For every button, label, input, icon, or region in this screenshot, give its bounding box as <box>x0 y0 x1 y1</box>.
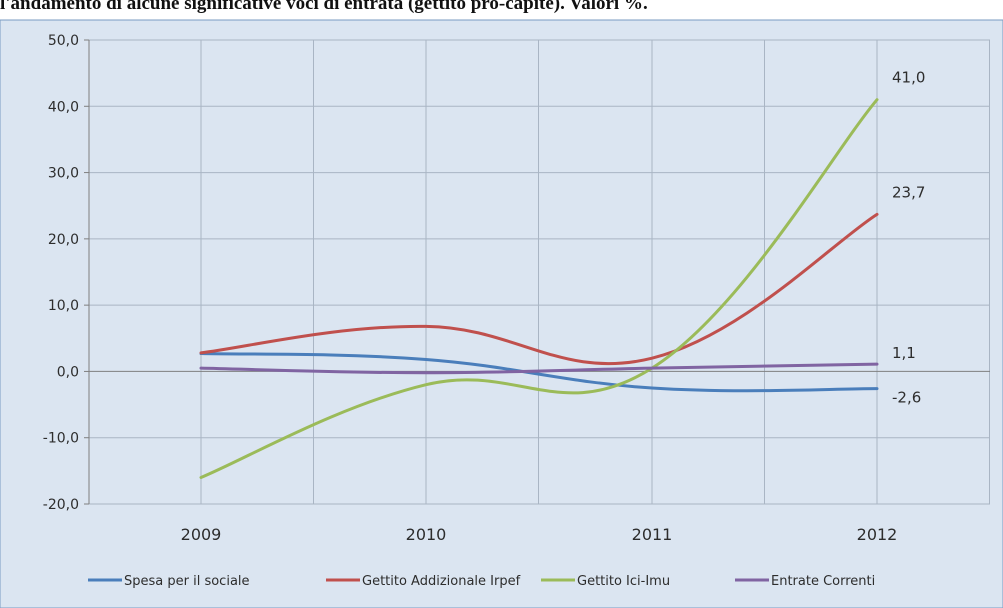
grid-layer <box>89 39 990 505</box>
legend: Spesa per il sociale Gettito Addizionale … <box>88 574 875 589</box>
legend-label: Entrate Correnti <box>771 574 875 589</box>
x-tick-label: 2010 <box>406 525 447 544</box>
data-label: 41,0 <box>892 69 925 87</box>
y-tick-label: 30,0 <box>48 166 79 182</box>
y-tick-label: -20,0 <box>43 497 79 513</box>
legend-label: Gettito Ici-Imu <box>577 574 670 589</box>
chart-area <box>0 19 1003 608</box>
data-label-layer: 41,0 23,7 1,1 -2,6 <box>892 69 925 407</box>
y-tick-label: 20,0 <box>48 232 79 248</box>
x-tick-label: 2009 <box>181 525 222 544</box>
data-label: 1,1 <box>892 344 916 362</box>
x-tick-label: 2012 <box>857 525 898 544</box>
series-line-gettito-addizionale-irpef <box>199 212 879 366</box>
data-label: -2,6 <box>892 389 921 407</box>
y-tick-label: 50,0 <box>48 33 79 49</box>
chart-title: l'andamento di alcune significative voci… <box>0 0 648 14</box>
y-tick-label: 10,0 <box>48 298 79 314</box>
y-tick-label: 0,0 <box>57 364 79 380</box>
y-tick-label: -10,0 <box>43 431 79 447</box>
axis-layer: 50,0 40,0 30,0 20,0 10,0 0,0 -10,0 -20,0 2009 201… <box>43 33 990 544</box>
legend-label: Gettito Addizionale Irpef <box>362 574 521 589</box>
series-line-entrate-correnti <box>199 362 879 375</box>
series-layer <box>199 98 879 479</box>
data-label: 23,7 <box>892 183 925 201</box>
legend-label: Spesa per il sociale <box>124 574 250 589</box>
series-line-spesa-per-il-sociale <box>199 352 879 393</box>
y-tick-label: 40,0 <box>48 99 79 115</box>
series-line-gettito-ici-imu <box>199 98 879 479</box>
x-tick-label: 2011 <box>632 525 673 544</box>
